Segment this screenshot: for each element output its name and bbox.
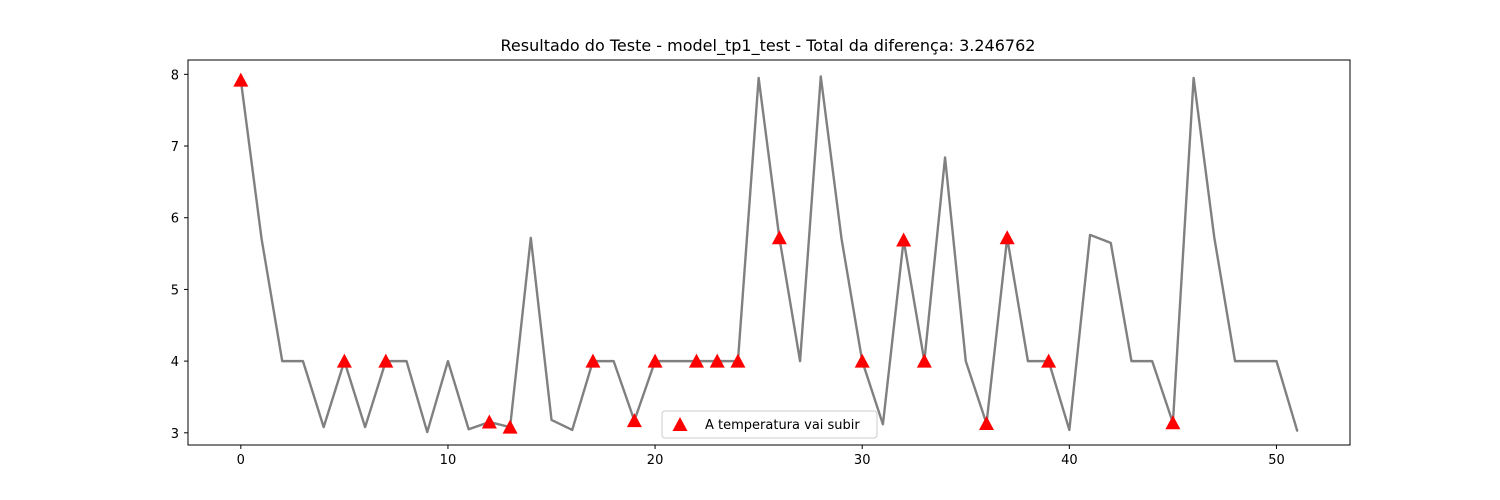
y-tick-label: 7 <box>171 140 179 155</box>
y-tick-label: 5 <box>171 283 179 298</box>
marker-triangle <box>585 353 601 368</box>
y-tick-label: 4 <box>171 355 179 370</box>
marker-triangle <box>481 414 497 429</box>
marker-triangle <box>378 353 394 368</box>
plot-frame <box>187 59 1351 446</box>
marker-triangle <box>689 353 704 368</box>
marker-triangle <box>771 230 787 245</box>
x-tick-label: 30 <box>854 453 871 468</box>
x-tick-label: 40 <box>1061 453 1078 468</box>
y-tick-label: 3 <box>171 427 179 442</box>
y-tick-label: 8 <box>171 68 179 83</box>
x-tick-label: 10 <box>440 453 457 468</box>
marker-triangle <box>999 230 1015 245</box>
marker-triangle <box>1041 353 1057 368</box>
x-tick-label: 0 <box>237 453 245 468</box>
marker-triangle <box>978 415 994 430</box>
marker-triangle <box>1165 415 1181 430</box>
marker-triangle <box>647 353 663 368</box>
chart-title: Resultado do Teste - model_tp1_test - To… <box>501 36 1036 56</box>
series-line <box>239 75 1299 434</box>
legend-label: A temperatura vai subir <box>705 418 860 433</box>
marker-triangle <box>709 353 725 368</box>
marker-triangle <box>626 413 642 428</box>
x-tick-label: 20 <box>647 453 664 468</box>
marker-triangle <box>730 353 746 368</box>
marker-triangle <box>502 419 518 434</box>
marker-triangle <box>854 353 870 368</box>
legend-box <box>661 410 878 439</box>
y-tick-label: 6 <box>171 212 179 227</box>
x-tick-label: 50 <box>1268 453 1285 468</box>
legend: A temperatura vai subir <box>661 410 878 439</box>
marker-triangle <box>233 72 249 87</box>
marker-triangle <box>896 232 912 247</box>
marker-triangle <box>336 353 352 368</box>
marker-triangle <box>916 353 932 368</box>
legend-marker-triangle <box>672 417 688 431</box>
